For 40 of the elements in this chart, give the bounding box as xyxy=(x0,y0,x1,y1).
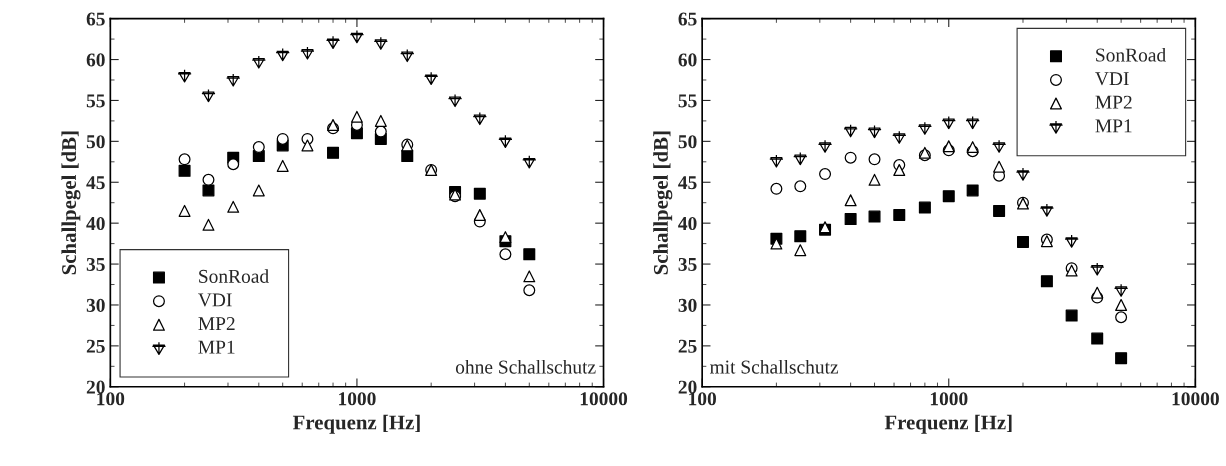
y-tick-label: 20 xyxy=(86,380,105,394)
x-axis-title: Frequenz [Hz] xyxy=(292,414,420,434)
x-axis-title: Frequenz [Hz] xyxy=(884,414,1012,434)
y-tick-label: 65 xyxy=(678,12,697,26)
y-tick-label: 30 xyxy=(678,298,697,312)
y-axis-title: Schallpegel [dB] xyxy=(653,131,673,275)
y-tick-label: 30 xyxy=(86,298,105,312)
legend-label: MP1 xyxy=(1095,119,1132,133)
y-tick-label: 45 xyxy=(86,176,105,190)
y-tick-label: 40 xyxy=(678,216,697,231)
y-tick-label: 55 xyxy=(86,94,105,108)
x-tick-label: 10000 xyxy=(580,392,628,406)
y-tick-label: 25 xyxy=(678,339,697,353)
y-tick-label: 50 xyxy=(678,135,697,149)
x-tick-label: 1000 xyxy=(930,392,968,406)
y-tick-label: 35 xyxy=(86,257,105,271)
y-tick-label: 45 xyxy=(678,176,697,190)
legend-label: MP1 xyxy=(198,340,235,354)
y-tick-label: 65 xyxy=(86,12,105,26)
x-tick-label: 1000 xyxy=(339,392,376,406)
y-tick-label: 60 xyxy=(678,53,697,67)
y-tick-label: 35 xyxy=(678,257,697,271)
y-tick-label: 20 xyxy=(678,380,697,394)
legend-label: MP2 xyxy=(198,317,235,330)
x-tick-label: 100 xyxy=(97,392,125,406)
annotation: ohne Schallschutz xyxy=(455,359,596,374)
annotation: mit Schallschutz xyxy=(709,359,839,374)
y-tick-label: 25 xyxy=(86,339,105,353)
x-tick-label: 10000 xyxy=(1172,392,1219,406)
legend-label: SonRoad xyxy=(1096,47,1166,62)
legend-label: MP2 xyxy=(1095,95,1132,109)
legend-label: VDI xyxy=(198,293,232,307)
legend-label: VDI xyxy=(1095,72,1129,86)
x-tick-label: 100 xyxy=(689,392,717,406)
y-tick-label: 50 xyxy=(86,135,105,149)
y-axis-title: Schallpegel [dB] xyxy=(61,131,81,275)
y-tick-label: 55 xyxy=(678,94,697,108)
legend-label: SonRoad xyxy=(199,269,269,283)
y-tick-label: 40 xyxy=(86,216,105,231)
y-tick-label: 60 xyxy=(86,53,105,67)
